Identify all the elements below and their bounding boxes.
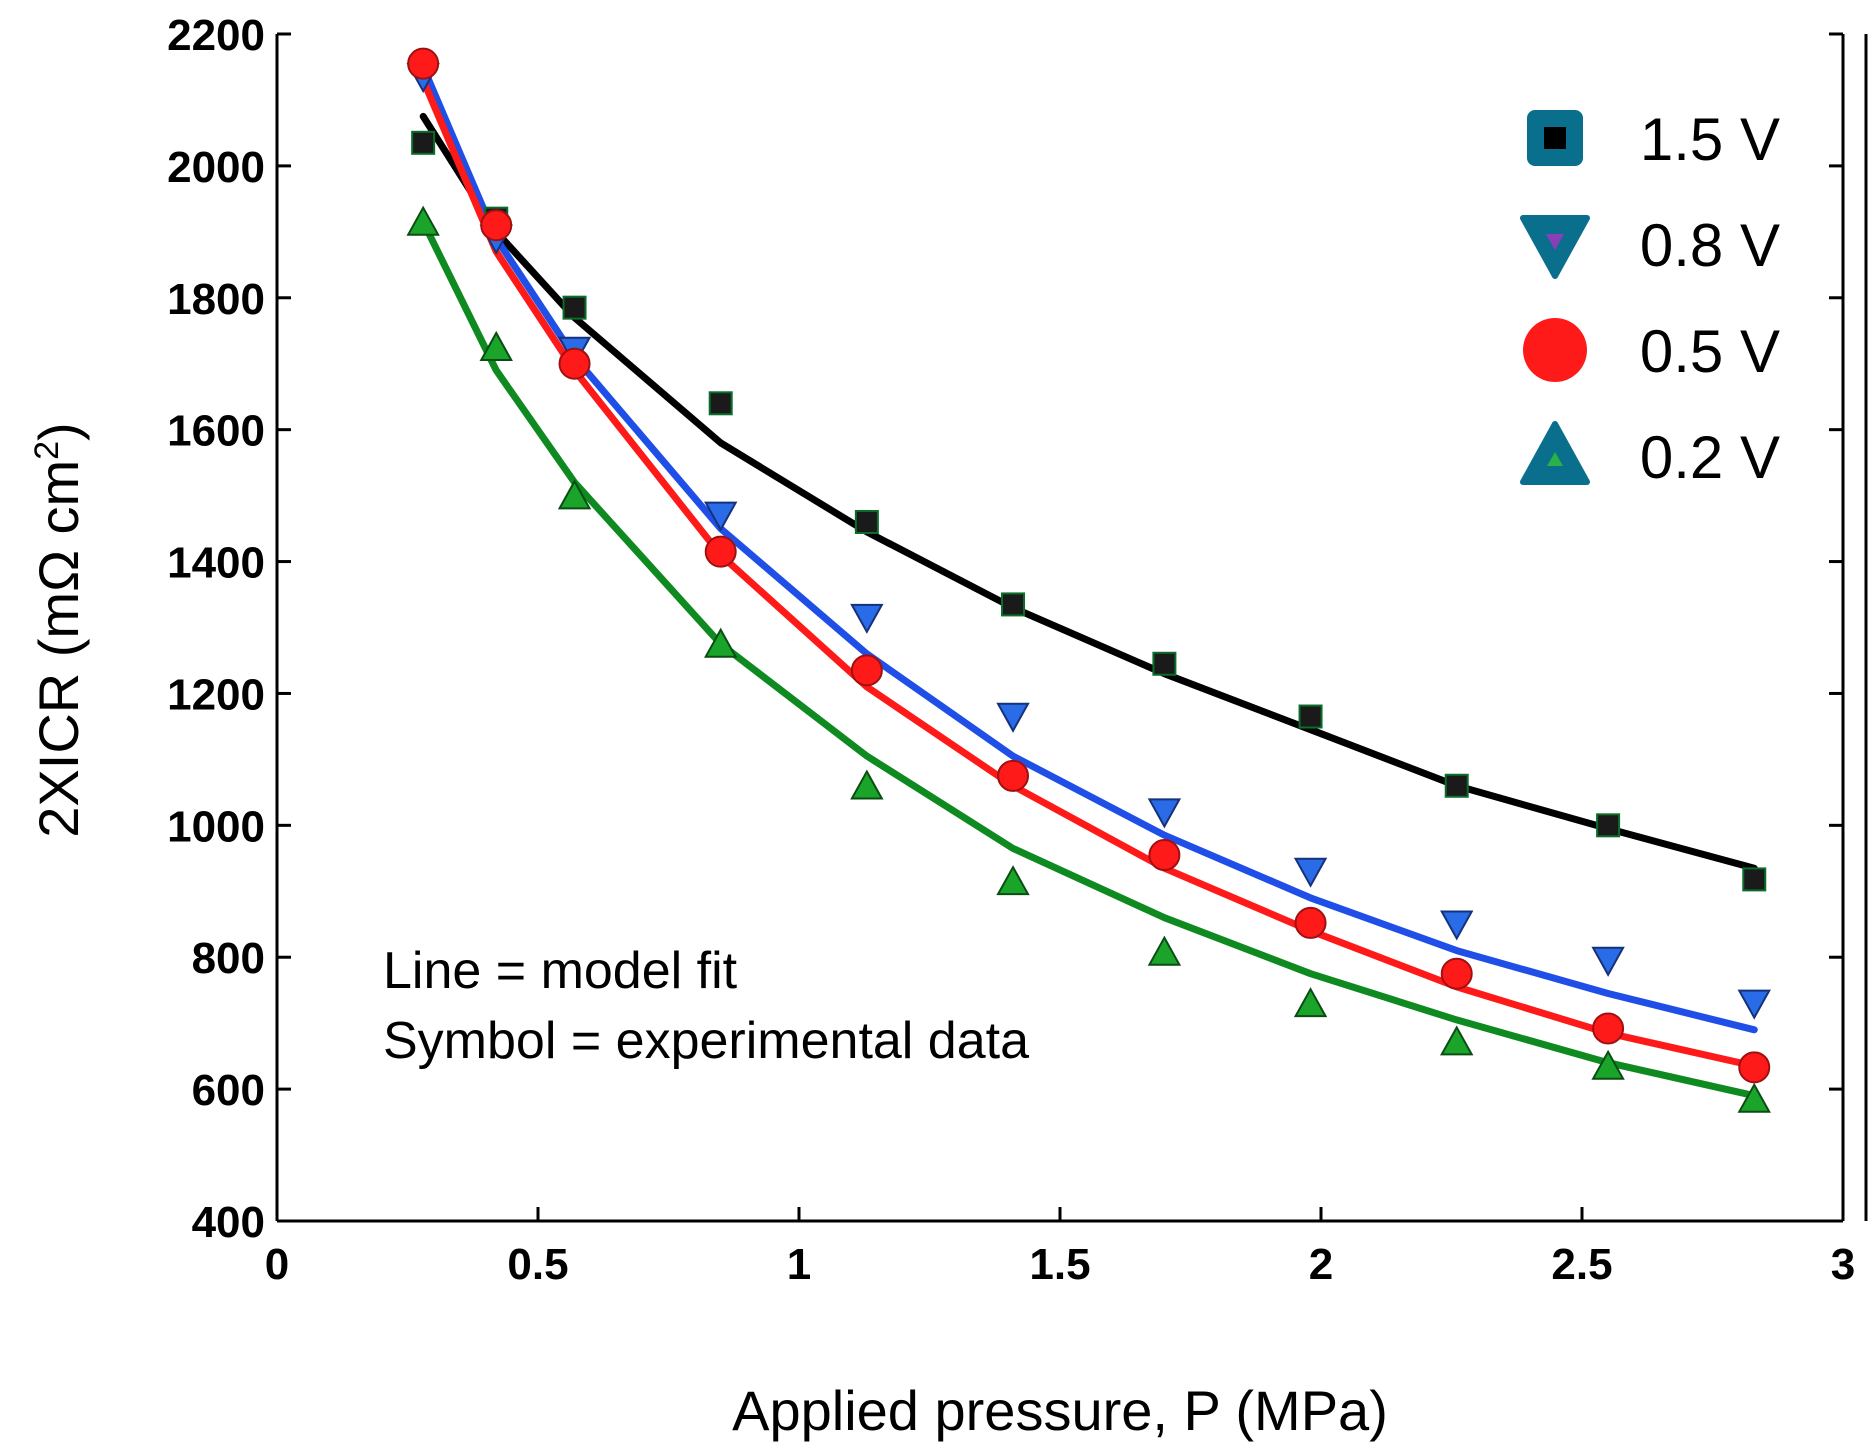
data-point-0_5v bbox=[480, 209, 513, 242]
y-tick-label: 1000 bbox=[167, 802, 265, 851]
y-tick-label: 1200 bbox=[167, 670, 265, 719]
legend-swatch-inner-0_8v bbox=[1546, 234, 1564, 250]
data-point-0_5v bbox=[704, 535, 737, 568]
annotation-line-fit: Line = model fit bbox=[383, 942, 738, 1000]
data-point-0_2v bbox=[406, 205, 440, 236]
y-axis-title: 2XICR (mΩ cm2) bbox=[27, 422, 90, 837]
legend-label-0_5v: 0.5 V bbox=[1640, 318, 1780, 385]
y-tick-label: 400 bbox=[192, 1198, 265, 1247]
data-point-0_2v bbox=[479, 330, 513, 361]
data-point-1_5v bbox=[1742, 867, 1767, 892]
legend-label-0_8v: 0.8 V bbox=[1640, 212, 1780, 279]
x-axis-title: Applied pressure, P (MPa) bbox=[732, 1379, 1388, 1442]
legend-swatch-inner-0_2v bbox=[1547, 452, 1563, 466]
data-point-1_5v bbox=[708, 391, 733, 416]
data-point-0_2v bbox=[1440, 1025, 1474, 1056]
fit-line-0_8v bbox=[419, 63, 1758, 1034]
data-point-0_5v bbox=[1592, 1012, 1625, 1045]
legend-label-0_2v: 0.2 V bbox=[1640, 424, 1780, 491]
y-tick-label: 2000 bbox=[167, 143, 265, 192]
y-axis-title-superscript: 2 bbox=[28, 441, 66, 460]
data-point-1_5v bbox=[854, 509, 879, 534]
data-point-0_8v bbox=[1737, 989, 1771, 1020]
y-tick-label: 1600 bbox=[167, 407, 265, 456]
x-tick-label: 0.5 bbox=[507, 1240, 568, 1289]
x-tick-label: 3 bbox=[1831, 1240, 1855, 1289]
annotation-symbol-data: Symbol = experimental data bbox=[383, 1012, 1029, 1070]
data-point-0_8v bbox=[704, 501, 738, 532]
legend: 1.5 V 0.8 V 0.5 V 0.2 V bbox=[1520, 106, 1780, 491]
data-point-1_5v bbox=[1444, 773, 1469, 798]
data-markers bbox=[406, 47, 1771, 1113]
y-ticks: 400 600 800 1000 1200 1400 1600 1800 2000 2200 bbox=[167, 11, 1843, 1247]
x-tick-label: 1.5 bbox=[1029, 1240, 1090, 1289]
y-tick-label: 1400 bbox=[167, 539, 265, 588]
data-point-0_8v bbox=[1591, 946, 1625, 977]
legend-swatch-inner-1_5v bbox=[1544, 127, 1566, 149]
x-ticks: 0 0.5 1 1.5 2 2.5 3 bbox=[265, 1207, 1855, 1289]
y-axis-title-close: ) bbox=[27, 422, 90, 441]
fit-line-0_2v bbox=[419, 218, 1758, 1100]
x-tick-label: 2 bbox=[1309, 1240, 1333, 1289]
y-tick-label: 800 bbox=[192, 934, 265, 983]
data-point-1_5v bbox=[411, 130, 436, 155]
data-point-0_8v bbox=[1293, 857, 1328, 888]
data-point-0_8v bbox=[1440, 910, 1474, 941]
legend-label-1_5v: 1.5 V bbox=[1640, 106, 1780, 173]
y-tick-label: 1800 bbox=[167, 275, 265, 324]
data-point-0_2v bbox=[1591, 1049, 1625, 1080]
data-point-1_5v bbox=[562, 295, 587, 320]
legend-swatch-0_5v bbox=[1523, 318, 1587, 382]
data-point-1_5v bbox=[1596, 813, 1621, 838]
data-point-0_8v bbox=[996, 702, 1030, 733]
y-axis-title-main: 2XICR (mΩ cm bbox=[27, 460, 90, 838]
data-point-0_2v bbox=[1293, 987, 1328, 1018]
data-point-0_5v bbox=[407, 47, 440, 80]
data-point-0_2v bbox=[557, 479, 592, 510]
data-point-0_5v bbox=[1738, 1051, 1771, 1084]
x-tick-label: 0 bbox=[265, 1240, 289, 1289]
data-point-0_2v bbox=[850, 769, 884, 800]
data-point-0_5v bbox=[1148, 839, 1181, 872]
data-point-0_5v bbox=[558, 347, 591, 380]
data-point-0_2v bbox=[996, 865, 1030, 896]
y-tick-label: 600 bbox=[192, 1066, 265, 1115]
x-tick-label: 1 bbox=[787, 1240, 811, 1289]
data-point-1_5v bbox=[1001, 592, 1026, 617]
data-point-0_2v bbox=[1147, 935, 1182, 966]
data-point-0_5v bbox=[997, 759, 1030, 792]
data-point-0_5v bbox=[1294, 906, 1327, 939]
data-point-0_2v bbox=[704, 627, 738, 658]
y-tick-label: 2200 bbox=[167, 11, 265, 60]
data-point-0_8v bbox=[850, 603, 884, 634]
data-point-0_5v bbox=[850, 654, 883, 687]
data-point-1_5v bbox=[1152, 651, 1177, 676]
data-point-0_2v bbox=[1737, 1082, 1771, 1113]
data-point-0_5v bbox=[1440, 957, 1473, 990]
x-tick-label: 2.5 bbox=[1551, 1240, 1612, 1289]
data-point-0_8v bbox=[1147, 798, 1182, 829]
data-point-1_5v bbox=[1298, 704, 1323, 729]
